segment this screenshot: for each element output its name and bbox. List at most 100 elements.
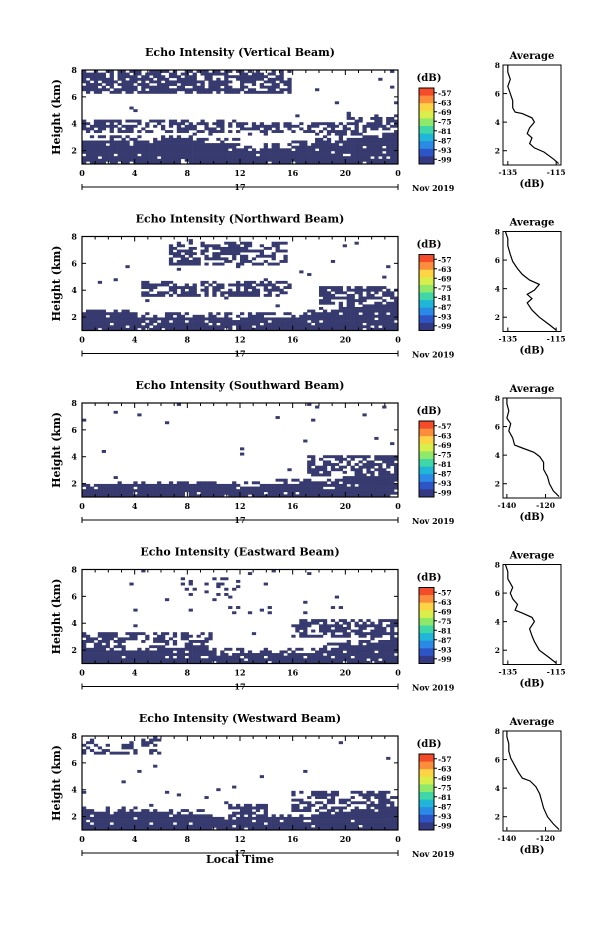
heatmap-cell (271, 161, 276, 165)
heatmap-cell (342, 158, 347, 162)
heatmap-cell (338, 489, 343, 493)
heatmap-cell (386, 811, 391, 815)
heatmap-cell (243, 283, 249, 287)
heatmap-cell (109, 632, 114, 636)
heatmap-cell (101, 483, 106, 487)
heatmap-cell (184, 312, 189, 316)
heatmap-cell (291, 809, 296, 813)
heatmap-cell (168, 660, 174, 664)
heatmap-cell (204, 590, 209, 594)
colorbar-swatch (419, 436, 434, 445)
heatmap-cell (311, 455, 316, 459)
heatmap-cell (164, 653, 170, 656)
heatmap-cell (338, 301, 343, 305)
colorbar-swatch (419, 610, 434, 619)
heatmap-cell (338, 153, 343, 157)
heatmap-cell (133, 749, 138, 752)
x-tick-label: 4 (132, 668, 138, 678)
heatmap-cell (315, 153, 320, 157)
heatmap-cell (204, 150, 209, 154)
heatmap-cell (93, 489, 99, 493)
heatmap-cell (299, 790, 304, 794)
heatmap-cell (334, 322, 340, 326)
heatmap-cell (374, 150, 379, 154)
panel-title: Echo Intensity (Southward Beam) (136, 379, 345, 392)
heatmap-cell (271, 145, 276, 149)
heatmap-cell (164, 494, 170, 498)
heatmap-cell (164, 640, 170, 643)
heatmap-cell (334, 486, 340, 490)
heatmap-cell (390, 806, 395, 810)
colorbar-tick-label: -93 (438, 146, 452, 155)
heatmap-cell (275, 304, 280, 308)
heatmap-cell (378, 161, 383, 165)
heatmap-cell (228, 145, 233, 149)
heatmap-cell (366, 486, 371, 490)
heatmap-cell (216, 130, 221, 133)
heatmap-cell (378, 796, 383, 799)
heatmap-cell (374, 304, 379, 308)
heatmap-cell (386, 619, 391, 623)
colorbar-tick-label: -87 (438, 636, 452, 645)
heatmap-cell (338, 468, 343, 472)
heatmap-cell (342, 481, 347, 485)
heatmap-cell (220, 827, 225, 831)
heatmap-cell (184, 293, 189, 297)
heatmap-cell (129, 106, 134, 110)
avg-title: Average (509, 384, 555, 395)
heatmap-cell (378, 470, 383, 474)
heatmap-cell (338, 619, 343, 623)
heatmap-cell (192, 491, 197, 495)
heatmap-cell (303, 153, 308, 157)
heatmap-cell (168, 824, 174, 828)
heatmap-cell (299, 660, 304, 664)
heatmap-cell (311, 148, 316, 152)
heatmap-cell (101, 322, 106, 326)
heatmap-cell (291, 822, 296, 826)
heatmap-cell (240, 262, 245, 266)
heatmap-cell (378, 629, 383, 633)
heatmap-cell (113, 483, 118, 487)
heatmap-cell (354, 478, 359, 482)
heatmap-cell (228, 491, 233, 495)
heatmap-cell (366, 816, 371, 820)
heatmap-cell (172, 161, 178, 165)
heatmap-cell (358, 119, 363, 123)
heatmap-cell (299, 122, 304, 126)
heatmap-cell (133, 824, 138, 828)
heatmap-cell (125, 824, 130, 828)
heatmap-cell (267, 322, 272, 326)
heatmap-cell (386, 819, 391, 823)
heatmap-cell (342, 325, 347, 329)
heatmap-cell (216, 827, 221, 831)
heatmap-cell (330, 468, 336, 472)
heatmap-cell (101, 161, 106, 165)
heatmap-cell (228, 312, 233, 316)
heatmap-cell (168, 72, 174, 76)
heatmap-cell (311, 161, 316, 165)
heatmap-cell (196, 481, 201, 485)
heatmap-cell (149, 816, 154, 820)
heatmap-cell (164, 790, 170, 794)
heatmap-cell (362, 156, 367, 160)
heatmap-cell (322, 819, 328, 823)
colorbar-swatch (419, 322, 434, 331)
heatmap-cell (184, 260, 189, 263)
heatmap-cell (188, 252, 193, 256)
heatmap-cell (212, 325, 217, 329)
heatmap-cell (247, 132, 253, 136)
heatmap-cell (243, 494, 249, 498)
heatmap-cell (370, 814, 375, 818)
heatmap-cell (172, 246, 178, 250)
y-tick-label: 2 (71, 312, 77, 322)
heatmap-cell (386, 465, 391, 469)
heatmap-cell (263, 143, 268, 147)
heatmap-cell (370, 816, 375, 820)
heatmap-cell (85, 489, 91, 493)
heatmap-cell (224, 658, 229, 662)
heatmap-cell (311, 122, 316, 126)
heatmap-cell (334, 790, 340, 794)
heatmap-cell (85, 83, 91, 86)
heatmap-cell (129, 124, 134, 128)
heatmap-cell (97, 660, 103, 664)
